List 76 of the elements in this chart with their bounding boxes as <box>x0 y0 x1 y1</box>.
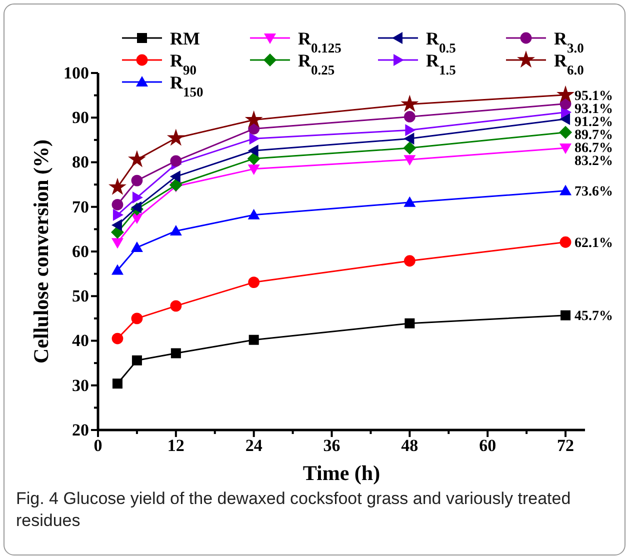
point <box>132 192 143 204</box>
data-label: 86.7% <box>574 140 614 156</box>
point <box>560 112 570 125</box>
point <box>111 219 122 232</box>
point <box>128 150 146 168</box>
point <box>130 241 143 252</box>
point <box>131 312 143 324</box>
data-label: 91.2% <box>574 114 614 130</box>
point <box>131 174 143 186</box>
point <box>249 132 260 145</box>
point <box>404 196 416 207</box>
point <box>170 155 182 167</box>
point <box>166 128 185 146</box>
x-tick-label: 24 <box>245 436 263 456</box>
data-label: 45.7% <box>574 309 614 324</box>
point <box>559 126 572 139</box>
y-tick-label: 50 <box>72 286 89 306</box>
y-tick-label: 60 <box>72 242 89 261</box>
point <box>404 255 416 267</box>
x-tick-label: 48 <box>401 436 418 456</box>
data-label: 62.1% <box>574 236 614 252</box>
point <box>111 264 124 275</box>
point <box>404 155 416 166</box>
point <box>112 332 124 344</box>
x-tick-label: 36 <box>323 436 340 456</box>
x-tick-label: 12 <box>167 436 184 456</box>
point <box>170 300 182 312</box>
point <box>404 111 416 122</box>
caption: Fig. 4 Glucose yield of the dewaxed cocksfoot grass and variously treated residues <box>16 488 572 532</box>
data-label: 73.6% <box>574 184 614 200</box>
x-axis-title: Time (h) <box>302 461 380 485</box>
point <box>170 224 182 236</box>
y-tick-label: 100 <box>64 63 89 82</box>
point <box>560 143 572 154</box>
y-tick-label: 70 <box>72 197 89 216</box>
point <box>560 184 572 196</box>
point <box>130 201 142 214</box>
y-tick-label: 80 <box>72 152 89 172</box>
point <box>170 170 180 183</box>
point <box>244 110 263 128</box>
x-tick-label: 0 <box>94 436 102 456</box>
data-label: 83.2% <box>574 154 614 169</box>
y-tick-label: 20 <box>72 420 89 440</box>
point <box>248 276 260 288</box>
legend-label: RM <box>170 28 200 48</box>
point <box>404 318 415 328</box>
point <box>247 152 260 166</box>
point <box>560 310 571 320</box>
point <box>556 85 574 102</box>
point <box>112 198 124 210</box>
point <box>248 144 258 157</box>
point <box>112 208 124 221</box>
point <box>403 141 416 154</box>
point <box>132 355 142 366</box>
data-label: 95.1% <box>574 88 614 104</box>
point <box>248 208 260 220</box>
point <box>404 132 414 145</box>
point <box>112 378 122 389</box>
point <box>560 236 572 248</box>
point <box>400 94 419 112</box>
point <box>108 178 126 195</box>
point <box>111 238 124 249</box>
y-tick-label: 90 <box>72 108 89 128</box>
point <box>248 164 260 175</box>
point <box>248 334 259 345</box>
x-tick-label: 60 <box>479 436 496 456</box>
point <box>169 178 182 192</box>
point <box>405 124 416 136</box>
x-tick-label: 72 <box>557 436 574 456</box>
point <box>170 348 181 358</box>
y-tick-label: 30 <box>72 376 89 395</box>
y-axis-title: Cellulose conversion (%) <box>29 140 53 364</box>
data-label: 93.1% <box>574 102 614 117</box>
y-tick-label: 40 <box>72 331 89 350</box>
point <box>561 106 572 118</box>
data-label: 89.7% <box>574 128 614 143</box>
